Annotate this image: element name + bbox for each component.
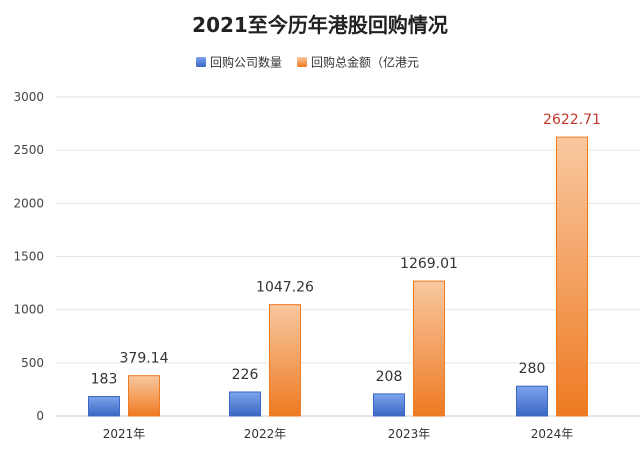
bar-company-count (229, 391, 261, 417)
y-axis-ticks: 0 500 1000 1500 2000 2500 3000 (13, 90, 44, 423)
bars (88, 136, 588, 417)
legend-label-company-count: 回购公司数量 (210, 55, 282, 70)
x-axis-categories: 2021年 2022年 2023年 2024年 (103, 427, 574, 441)
data-label-total-amount: 379.14 (120, 351, 169, 367)
y-tick-label: 1500 (13, 250, 44, 264)
bar-company-count (516, 385, 548, 417)
y-tick-label: 500 (21, 356, 44, 370)
data-label-company-count: 208 (376, 369, 403, 385)
bar-company-count (373, 393, 405, 417)
legend-swatch-total-amount (297, 57, 307, 67)
data-label-total-amount: 1047.26 (256, 280, 314, 296)
legend-label-total-amount: 回购总金额（亿港元 (311, 55, 419, 70)
y-tick-label: 2000 (13, 196, 44, 210)
chart-title: 2021至今历年港股回购情况 (192, 13, 448, 37)
x-category-label: 2022年 (244, 427, 287, 441)
data-label-company-count: 183 (91, 372, 118, 388)
x-category-label: 2021年 (103, 427, 146, 441)
data-label-company-count: 226 (232, 367, 259, 383)
y-tick-label: 3000 (13, 90, 44, 104)
grid (55, 96, 640, 364)
y-tick-label: 1000 (13, 303, 44, 317)
x-category-label: 2023年 (388, 427, 431, 441)
bar-total-amount (269, 304, 301, 417)
data-label-company-count: 280 (519, 361, 546, 377)
legend-swatch-company-count (196, 57, 206, 67)
bar-company-count (88, 396, 120, 417)
data-label-total-amount: 2622.71 (543, 112, 601, 128)
data-label-total-amount: 1269.01 (400, 256, 458, 272)
y-tick-label: 0 (36, 409, 44, 423)
y-tick-label: 2500 (13, 143, 44, 157)
bar-total-amount (556, 136, 588, 417)
legend: 回购公司数量 回购总金额（亿港元 (196, 55, 419, 70)
bar-total-amount (413, 280, 445, 417)
bar-total-amount (128, 375, 160, 417)
x-category-label: 2024年 (531, 427, 574, 441)
